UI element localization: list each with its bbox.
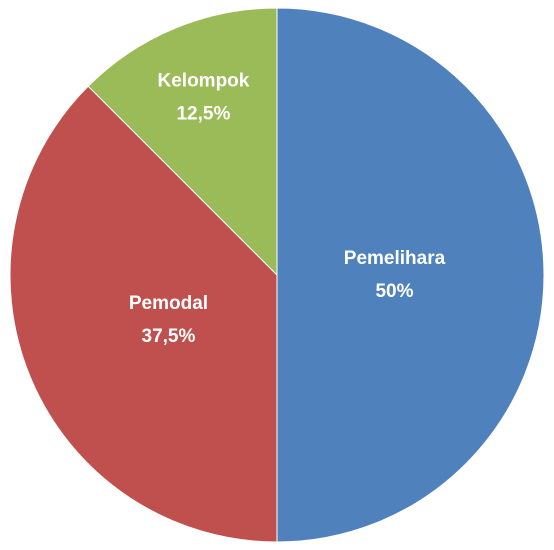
pie-slice xyxy=(87,7,278,277)
slice-value-label: 37,5% xyxy=(142,326,196,347)
slice-label: Kelompok xyxy=(158,70,250,91)
slice-value-label: 12,5% xyxy=(176,103,230,124)
pie-slice xyxy=(9,85,278,543)
slice-value-label: 50% xyxy=(375,281,413,302)
slice-label: Pemodal xyxy=(129,293,208,314)
pie-slice xyxy=(276,7,545,543)
slice-label: Pemelihara xyxy=(344,248,446,269)
